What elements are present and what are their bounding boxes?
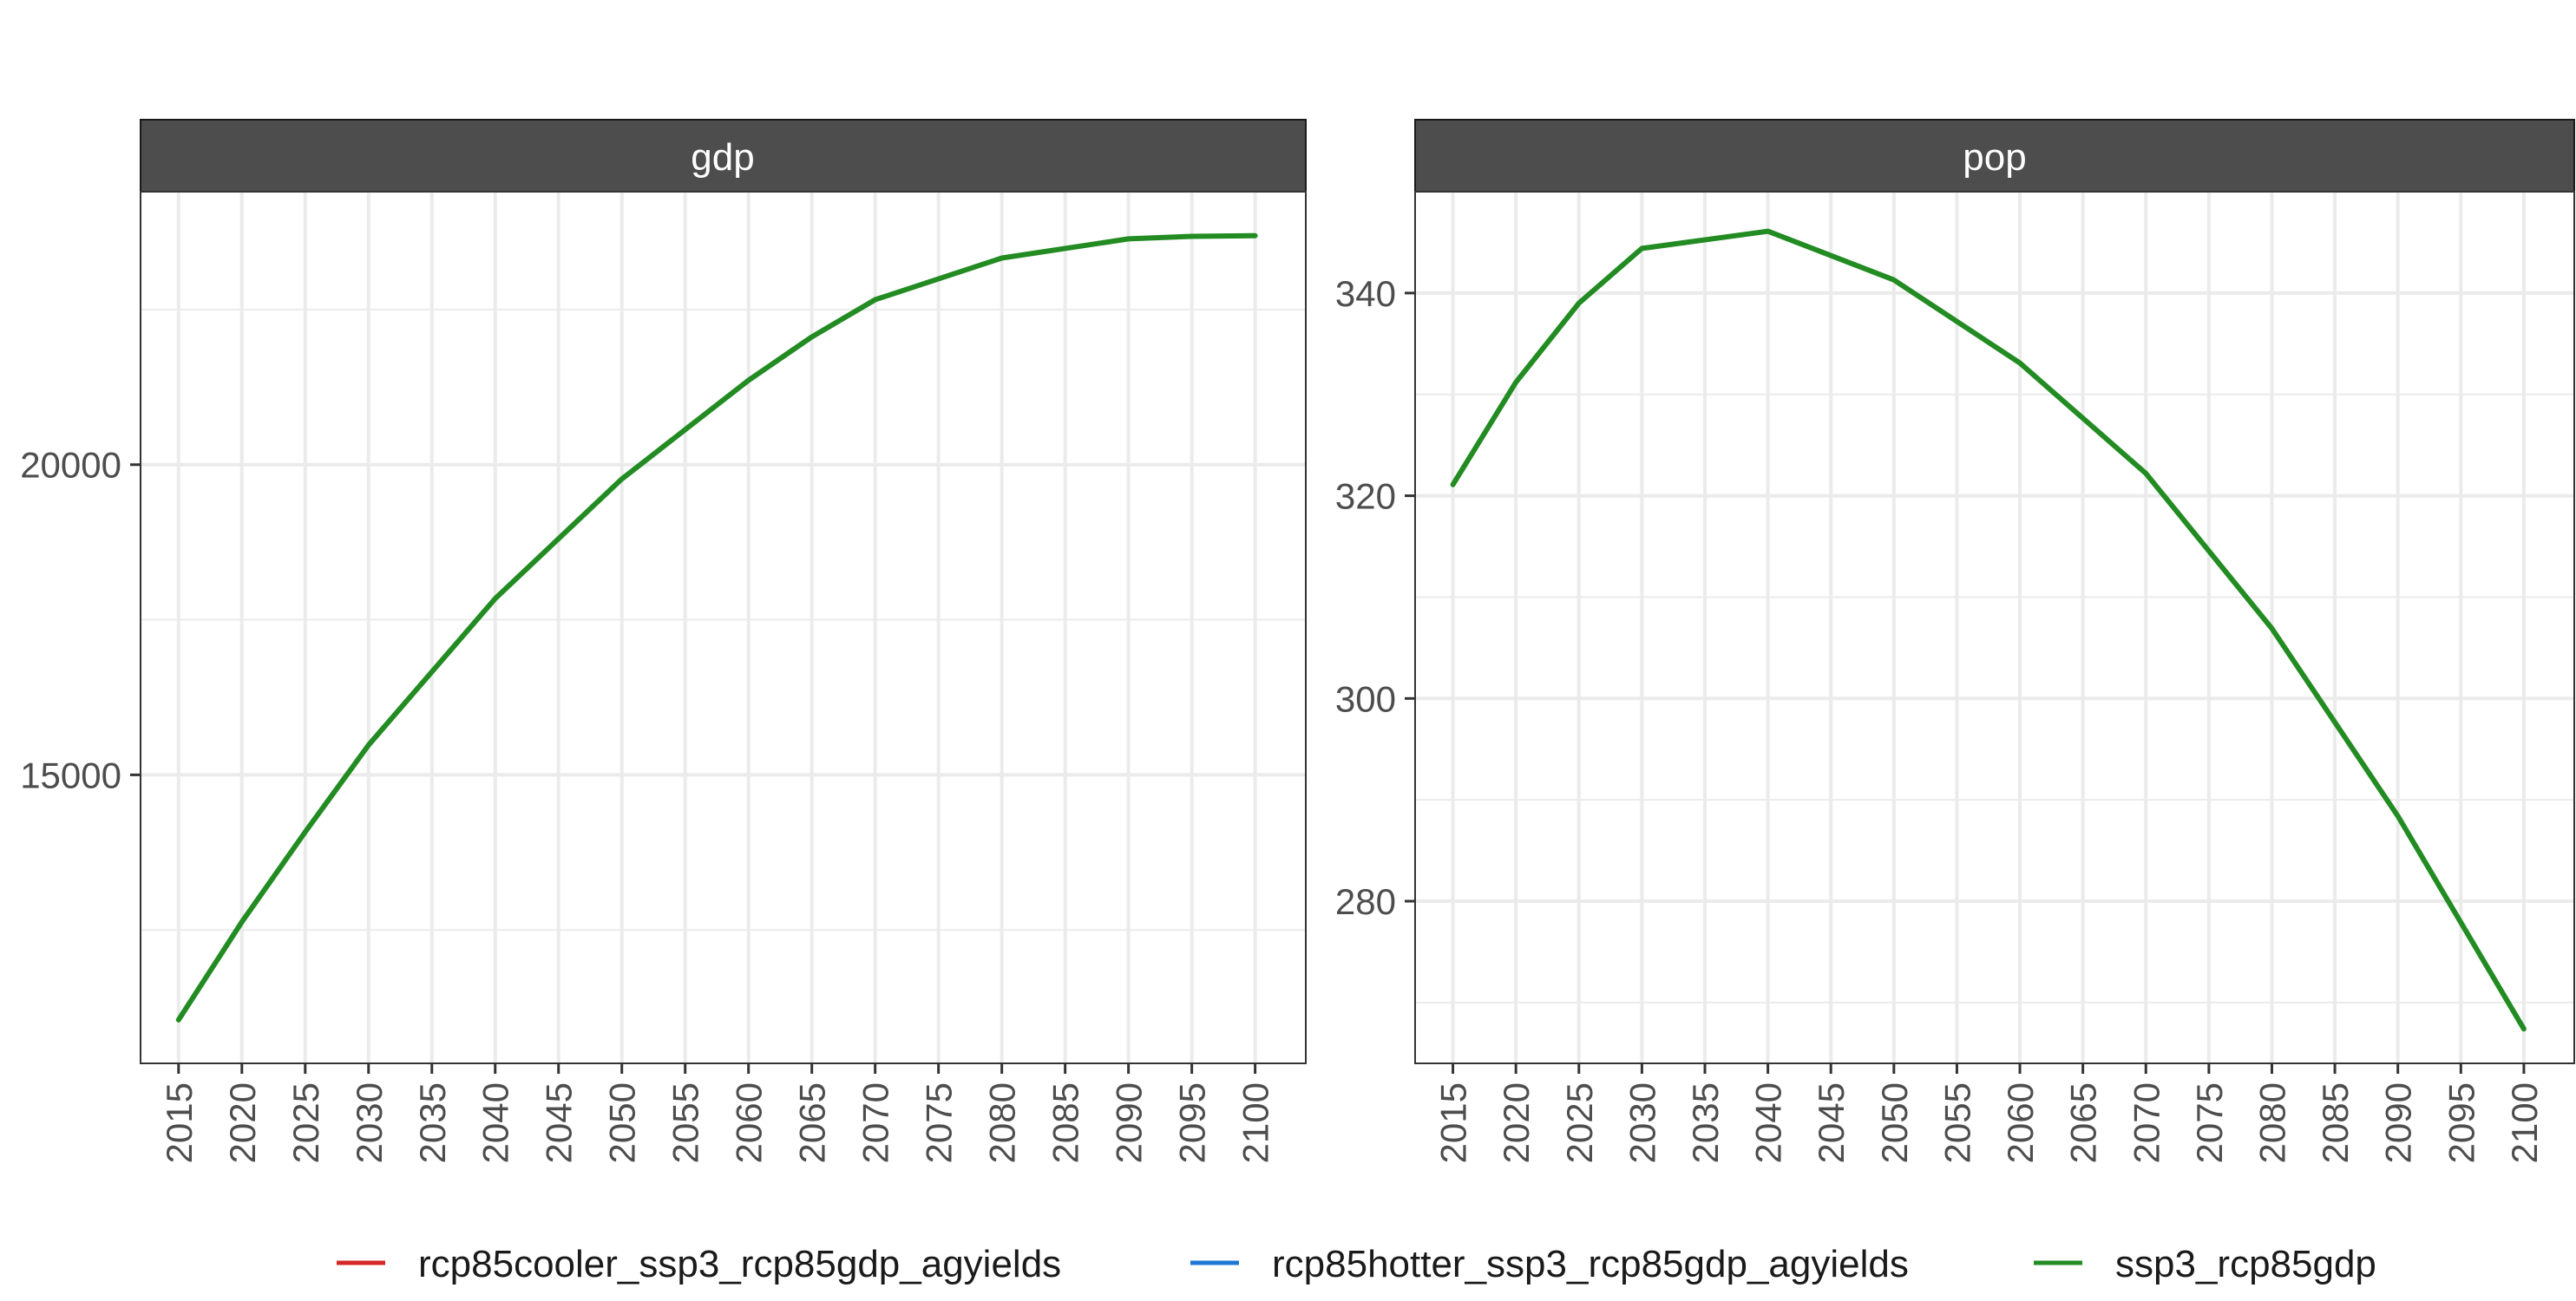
gdp-x-tick-label: 2020 — [222, 1082, 263, 1163]
pop-x-tick-label: 2020 — [1496, 1082, 1537, 1163]
pop-x-tick-label: 2050 — [1874, 1082, 1915, 1163]
gdp-x-tick-label: 2045 — [539, 1082, 580, 1163]
pop-axes: 280 300 320 340 2015 2020 2025 2030 2035 2040 2045… — [1335, 273, 2545, 1164]
gdp-x-tick-label: 2095 — [1172, 1082, 1213, 1163]
legend-label-rcp85cooler: rcp85cooler_ssp3_rcp85gdp_agyields — [418, 1243, 1061, 1285]
pop-x-tick-label: 2060 — [2000, 1082, 2041, 1163]
gdp-x-tick-label: 2075 — [919, 1082, 960, 1163]
facet-strip-label-gdp: gdp — [691, 136, 754, 179]
gdp-x-tick-label: 2060 — [729, 1082, 770, 1163]
gdp-y-tick-label: 20000 — [20, 445, 121, 486]
gdp-x-tick-label: 2070 — [855, 1082, 896, 1163]
pop-y-tick-label: 320 — [1335, 476, 1396, 517]
gdp-grid — [141, 192, 1306, 1063]
pop-x-tick-label: 2035 — [1685, 1082, 1726, 1163]
gdp-x-tick-label: 2030 — [349, 1082, 390, 1163]
gdp-x-tick-label: 2025 — [285, 1082, 326, 1163]
pop-x-tick-label: 2070 — [2126, 1082, 2166, 1163]
pop-x-tick-label: 2085 — [2315, 1082, 2356, 1163]
gdp-series-line-ssp3_rcp85gdp — [175, 232, 1258, 1023]
pop-series — [1450, 228, 2527, 1032]
gdp-x-tick-label: 2085 — [1045, 1082, 1086, 1163]
legend-label-rcp85hotter: rcp85hotter_ssp3_rcp85gdp_agyields — [1272, 1243, 1909, 1285]
pop-x-tick-label: 2040 — [1748, 1082, 1789, 1163]
facet-panel-pop: pop 280 300 320 340 2015 2020 2025 2030 2035 2040… — [1335, 119, 2575, 1164]
pop-y-tick-label: 340 — [1335, 273, 1396, 314]
pop-y-tick-label: 300 — [1335, 678, 1396, 719]
gdp-x-tick-label: 2065 — [792, 1082, 833, 1163]
pop-x-tick-label: 2095 — [2441, 1082, 2481, 1163]
gdp-y-tick-label: 15000 — [20, 755, 121, 795]
pop-x-tick-label: 2030 — [1622, 1082, 1662, 1163]
pop-x-tick-label: 2090 — [2378, 1082, 2419, 1163]
pop-x-tick-label: 2055 — [1937, 1082, 1977, 1163]
pop-panel-border — [1414, 191, 2575, 1064]
pop-x-tick-label: 2065 — [2063, 1082, 2104, 1163]
pop-series-line-ssp3_rcp85gdp — [1450, 228, 2527, 1032]
pop-x-tick-label: 2075 — [2189, 1082, 2230, 1163]
legend: rcp85cooler_ssp3_rcp85gdp_agyields rcp85… — [337, 1243, 2376, 1285]
facet-strip-label-pop: pop — [1963, 136, 2026, 179]
facet-strip-pop — [1414, 119, 2575, 193]
legend-label-ssp3-rcp85gdp: ssp3_rcp85gdp — [2115, 1243, 2376, 1285]
pop-y-tick-label: 280 — [1335, 881, 1396, 922]
gdp-x-tick-label: 2100 — [1236, 1082, 1276, 1163]
pop-x-tick-label: 2025 — [1559, 1082, 1600, 1163]
gdp-x-tick-label: 2040 — [475, 1082, 516, 1163]
pop-x-tick-label: 2100 — [2504, 1082, 2545, 1163]
gdp-x-tick-label: 2050 — [602, 1082, 643, 1163]
gdp-x-tick-label: 2035 — [412, 1082, 453, 1163]
gdp-panel-border — [140, 191, 1307, 1064]
facet-panel-gdp: gdp 15000 20000 2015 2020 2025 2030 2035 2040 20… — [20, 119, 1307, 1164]
gdp-x-tick-label: 2015 — [159, 1082, 200, 1163]
pop-x-tick-label: 2045 — [1811, 1082, 1852, 1163]
facet-strip-gdp — [140, 119, 1307, 193]
gdp-x-tick-label: 2090 — [1109, 1082, 1150, 1163]
gdp-x-tick-label: 2080 — [982, 1082, 1023, 1163]
gdp-x-tick-label: 2055 — [665, 1082, 706, 1163]
pop-x-tick-label: 2015 — [1433, 1082, 1474, 1163]
gdp-axes: 15000 20000 2015 2020 2025 2030 2035 2040 2045 20… — [20, 445, 1275, 1164]
pop-x-tick-label: 2080 — [2252, 1082, 2292, 1163]
gdp-series — [175, 232, 1258, 1023]
